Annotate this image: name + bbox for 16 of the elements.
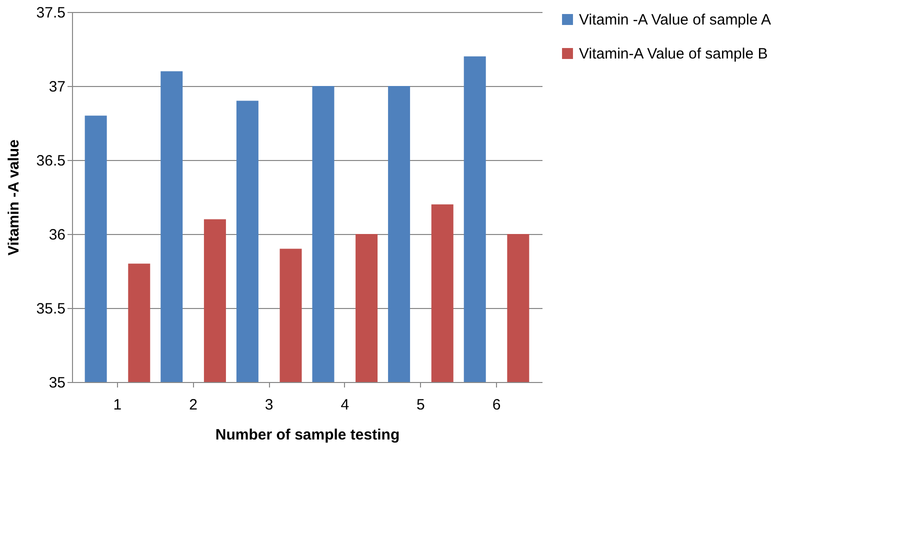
y-tick-label: 37.5	[36, 4, 66, 22]
legend-label: Vitamin-A Value of sample B	[579, 46, 768, 62]
y-axis-title: Vitamin -A value	[5, 140, 22, 256]
x-tick-label: 4	[340, 396, 350, 414]
x-axis-title: Number of sample testing	[215, 426, 400, 444]
y-tick-label: 36	[48, 226, 66, 244]
y-tick-label: 37	[48, 78, 66, 96]
x-tick-label: 6	[492, 396, 501, 414]
x-tick-label: 5	[416, 396, 425, 414]
x-tick-label: 3	[264, 396, 274, 414]
y-tick-label: 35	[48, 374, 66, 392]
x-tick-label: 2	[189, 396, 198, 414]
y-tick-label: 35.5	[36, 300, 66, 318]
x-tick-label: 1	[113, 396, 122, 414]
legend-label: Vitamin -A Value of sample A	[579, 12, 772, 28]
y-tick-label: 36.5	[36, 152, 66, 170]
